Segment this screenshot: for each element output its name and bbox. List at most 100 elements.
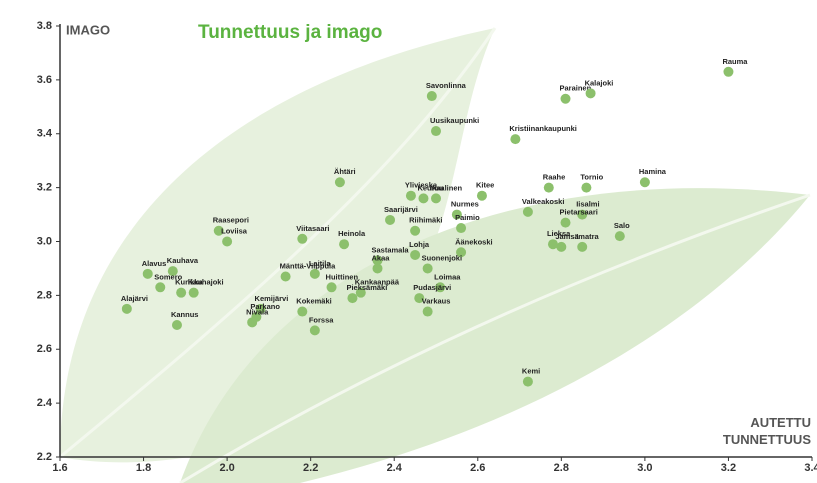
point [522,206,533,217]
y-tick-label: 3.8 [37,20,52,32]
point-label: Lieksa [547,229,571,238]
point-label: Pietarsaari [560,208,598,217]
point-label: Raahe [543,173,566,182]
point-label: Kurikka [175,278,203,287]
point [222,236,233,247]
point-label: Mänttä-Vilppula [280,262,337,271]
point-label: Uusikaupunki [430,116,479,125]
x-tick-label: 2.6 [470,462,485,474]
point-label: Kauhava [167,256,199,265]
point [405,190,416,201]
x-tick-label: 3.0 [637,462,652,474]
point-label: Imatra [576,232,599,241]
point [309,268,320,279]
point [456,247,467,258]
point-label: Forssa [309,315,334,324]
point [297,306,308,317]
point-label: Saarijärvi [384,205,418,214]
point [577,209,588,220]
point [577,241,588,252]
point-label: Salo [614,221,630,230]
point-label: Heinola [338,229,366,238]
point [451,209,462,220]
point [456,223,467,234]
y-tick-label: 2.4 [37,397,53,409]
point [372,263,383,274]
point-label: Viitasaari [296,224,329,233]
point-label: Raasepori [213,216,249,225]
point [176,287,187,298]
point [326,282,337,293]
point [522,376,533,387]
point-label: Alavus [142,259,167,268]
point-label: Varkaus [422,297,451,306]
point-label: Iisalmi [576,200,599,209]
point [560,93,571,104]
point [121,303,132,314]
point [431,193,441,204]
point-label: Pieksämäki [346,283,387,292]
y-tick-label: 3.6 [37,74,52,86]
point-label: Laitila [309,259,332,268]
x-tick-label: 1.6 [52,462,67,474]
point-label: Nivala [246,307,269,316]
point [372,255,383,266]
point-label: Pudasjärvi [413,283,451,292]
point [347,293,358,304]
point [142,268,153,279]
point-label: Parkano [250,302,280,311]
point-label: Alajärvi [121,294,148,303]
point-label: Kristiinankaupunki [509,124,577,133]
point [188,287,199,298]
point-label: Kankaanpää [355,278,400,287]
point-label: Paimio [455,213,480,222]
point [213,225,224,236]
point [385,214,396,225]
point [247,317,258,328]
point-label: Jämsä [555,232,579,241]
point-label: Kemi [522,367,540,376]
point [410,249,421,260]
point-label: Parainen [560,84,592,93]
x-tick-label: 2.4 [387,462,403,474]
point-label: Loviisa [221,226,248,235]
point-label: Rauma [722,57,748,66]
x-tick-label: 2.8 [554,462,569,474]
point [355,287,366,298]
point [410,225,421,236]
point [614,231,625,242]
leaf-vein [179,193,811,483]
point [426,91,437,102]
y-tick-label: 2.6 [37,343,52,355]
x-tick-label: 3.4 [804,462,817,474]
leaf-vein [59,27,497,459]
point [560,217,571,228]
point [297,233,308,244]
point-label: Ähtäri [334,167,356,176]
point [435,282,446,293]
point-label: Kitee [476,181,494,190]
y-tick-label: 3.4 [37,128,53,140]
point [543,182,554,193]
point-label: Huittinen [326,272,359,281]
point [155,282,166,293]
point-label: Ylivieska [405,181,438,190]
chart-title: Tunnettuus ja imago [198,22,382,43]
point [334,177,345,188]
point [280,271,291,282]
point [167,266,178,277]
point [510,134,521,145]
point [431,126,441,137]
point [414,293,425,304]
point [422,263,433,274]
point [476,190,487,201]
point [723,66,734,77]
x-tick-label: 2.0 [219,462,234,474]
point [309,325,320,336]
point-label: Äänekoski [455,237,493,246]
x-tick-label: 1.8 [136,462,151,474]
point [581,182,592,193]
point-label: Kokemäki [296,297,331,306]
